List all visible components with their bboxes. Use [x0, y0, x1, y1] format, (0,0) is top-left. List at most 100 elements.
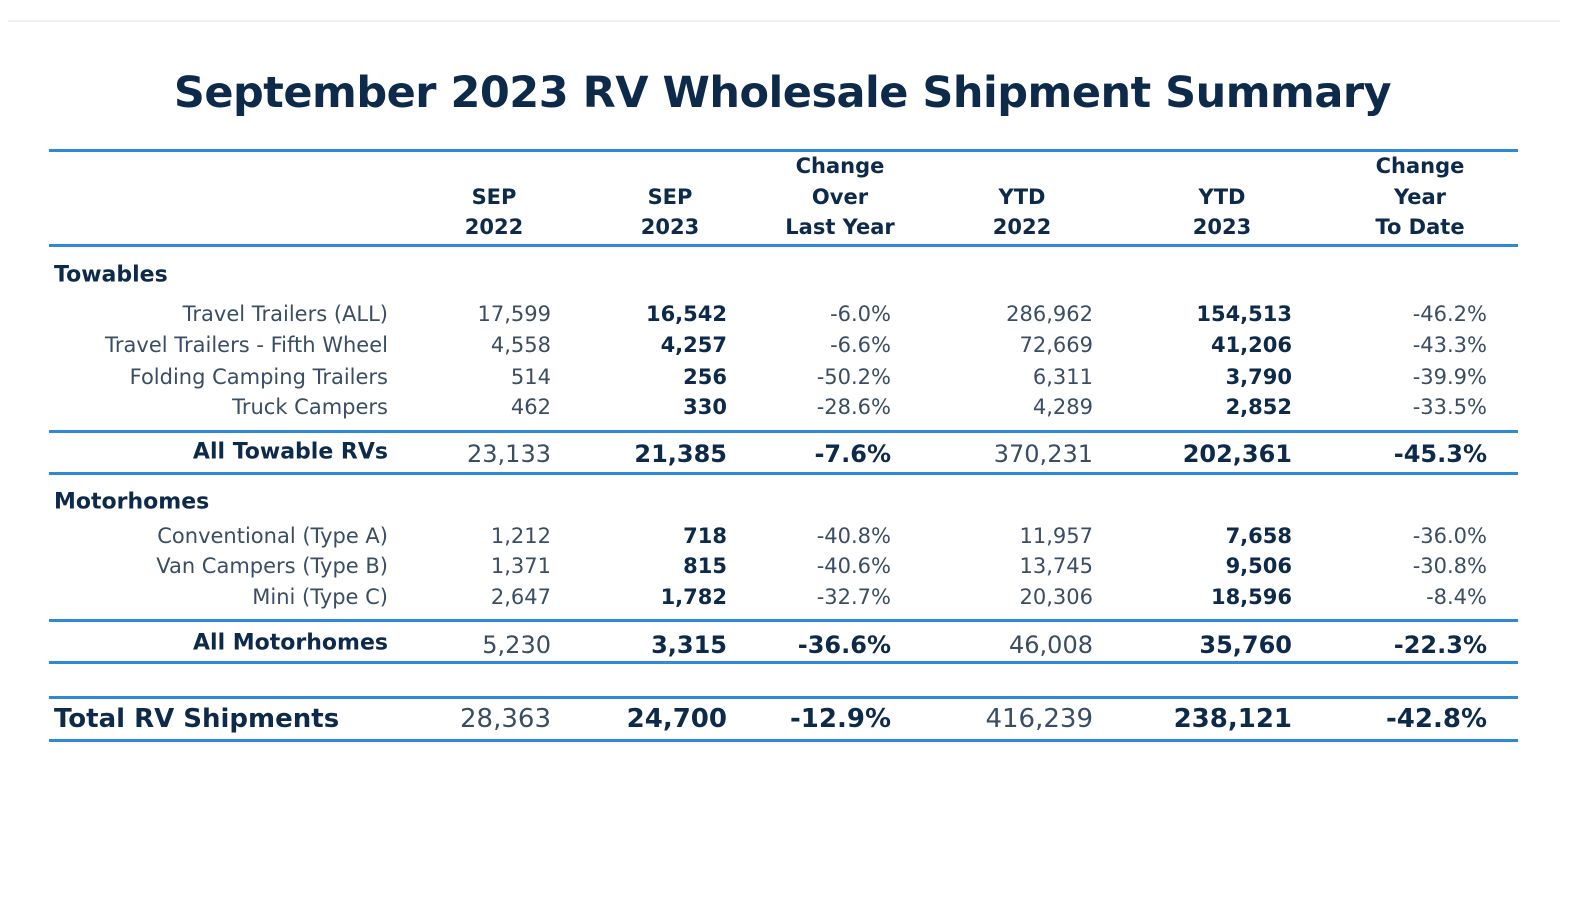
column-header-line: 2023	[1192, 215, 1252, 239]
table-cell: 815	[683, 554, 727, 578]
column-header-line: 2022	[992, 215, 1052, 239]
table-cell: 13,745	[1019, 554, 1093, 578]
table-cell: -8.4%	[1426, 585, 1487, 609]
row-label: All Towable RVs	[192, 439, 388, 465]
table-cell: 5,230	[482, 631, 551, 659]
table-cell: 2,852	[1225, 395, 1292, 419]
table-cell: 24,700	[626, 704, 727, 734]
table-cell: 3,315	[651, 631, 727, 659]
table-cell: -30.8%	[1412, 554, 1487, 578]
table-cell: 202,361	[1182, 440, 1292, 468]
table-cell: -43.3%	[1412, 333, 1487, 357]
column-header: YTD 2023	[1142, 182, 1302, 243]
divider-rule	[49, 149, 1518, 152]
table-cell: 1,371	[490, 554, 551, 578]
column-header-line: YTD	[998, 184, 1046, 209]
column-header: SEP 2022	[414, 182, 574, 243]
table-cell: 154,513	[1196, 302, 1292, 326]
divider-rule	[49, 661, 1518, 664]
column-header-line: Change	[795, 154, 885, 178]
divider-rule	[49, 619, 1518, 622]
row-label: Travel Trailers - Fifth Wheel	[105, 333, 388, 357]
table-cell: 7,658	[1225, 524, 1292, 548]
column-header-line: Over	[811, 184, 869, 209]
top-divider	[8, 20, 1560, 22]
table-cell: 462	[510, 395, 551, 419]
column-header: YTD 2022	[942, 182, 1102, 243]
table-cell: 416,239	[985, 704, 1093, 734]
table-cell: -6.6%	[830, 333, 891, 357]
table-cell: -40.8%	[816, 524, 891, 548]
row-label: All Motorhomes	[193, 630, 388, 656]
row-label: Total RV Shipments	[54, 704, 340, 734]
table-cell: -46.2%	[1412, 302, 1487, 326]
row-label: Folding Camping Trailers	[129, 365, 388, 389]
table-cell: -28.6%	[816, 395, 891, 419]
divider-rule	[49, 696, 1518, 699]
table-cell: 6,311	[1032, 365, 1093, 389]
table-cell: 4,558	[490, 333, 551, 357]
table-cell: -12.9%	[790, 704, 891, 734]
divider-rule	[49, 244, 1518, 247]
table-cell: 3,790	[1225, 365, 1292, 389]
row-label: Conventional (Type A)	[157, 524, 388, 548]
table-cell: 9,506	[1225, 554, 1292, 578]
divider-rule	[49, 430, 1518, 433]
table-cell: 18,596	[1210, 585, 1292, 609]
divider-rule	[49, 472, 1518, 475]
table-cell: 370,231	[993, 440, 1093, 468]
column-header-line: Change	[1375, 154, 1465, 178]
table-cell: -22.3%	[1393, 631, 1487, 659]
table-cell: 17,599	[477, 302, 551, 326]
table-cell: -6.0%	[830, 302, 891, 326]
section-heading: Towables	[54, 262, 168, 288]
row-label: Van Campers (Type B)	[156, 554, 388, 578]
table-cell: -45.3%	[1393, 440, 1487, 468]
column-header-line: SEP	[471, 184, 517, 209]
table-cell: -42.8%	[1386, 704, 1487, 734]
column-header-line: Year	[1393, 184, 1447, 209]
column-header-line: 2023	[640, 215, 700, 239]
page-title: September 2023 RV Wholesale Shipment Sum…	[173, 68, 1392, 118]
table-cell: 718	[683, 524, 727, 548]
table-cell: 4,289	[1032, 395, 1093, 419]
column-header-line: YTD	[1198, 184, 1246, 209]
column-header: Change Year To Date	[1340, 151, 1500, 243]
table-cell: -40.6%	[816, 554, 891, 578]
section-heading: Motorhomes	[54, 489, 210, 515]
row-label: Travel Trailers (ALL)	[182, 302, 388, 326]
table-cell: 35,760	[1199, 631, 1292, 659]
table-cell: 21,385	[634, 440, 727, 468]
table-cell: 72,669	[1019, 333, 1093, 357]
table-cell: -7.6%	[814, 440, 891, 468]
table-cell: -32.7%	[816, 585, 891, 609]
table-cell: -36.6%	[797, 631, 891, 659]
table-cell: 256	[683, 365, 727, 389]
table-cell: 514	[510, 365, 551, 389]
table-cell: -36.0%	[1412, 524, 1487, 548]
table-cell: 4,257	[660, 333, 727, 357]
column-header-line: To Date	[1375, 215, 1465, 239]
table-cell: -33.5%	[1412, 395, 1487, 419]
row-label: Truck Campers	[232, 395, 388, 419]
table-cell: 16,542	[645, 302, 727, 326]
column-header: SEP 2023	[590, 182, 750, 243]
table-cell: 238,121	[1173, 704, 1292, 734]
table-cell: 286,962	[1006, 302, 1093, 326]
table-cell: -39.9%	[1412, 365, 1487, 389]
table-cell: 1,212	[490, 524, 551, 548]
table-cell: 20,306	[1019, 585, 1093, 609]
column-header: Change Over Last Year	[760, 151, 920, 243]
table-cell: 46,008	[1009, 631, 1093, 659]
divider-rule	[49, 739, 1518, 742]
table-cell: 28,363	[460, 704, 551, 734]
table-cell: 11,957	[1019, 524, 1093, 548]
table-cell: -50.2%	[816, 365, 891, 389]
table-cell: 41,206	[1210, 333, 1292, 357]
table-cell: 2,647	[490, 585, 551, 609]
column-header-line: Last Year	[785, 215, 895, 239]
column-header-line: 2022	[464, 215, 524, 239]
column-header-line: SEP	[647, 184, 693, 209]
table-cell: 1,782	[660, 585, 727, 609]
